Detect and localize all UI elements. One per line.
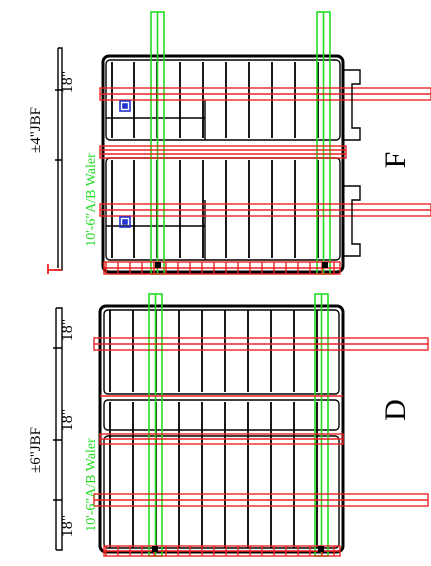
panel-d-dimension-label-3: 18" [59,515,76,538]
panel-f-walers [150,11,331,275]
panel-f-frame [101,54,345,274]
panel-f-title: F [379,152,412,169]
panel-d-frame [98,304,345,554]
panel-f-dimension-red [47,264,62,274]
panel-d-dimension-label-2: 18" [59,409,76,432]
panel-f-waler-label: 10'-6"A/B Waler [84,153,99,247]
panel-d-dimension-label-1: 18" [59,319,76,342]
panel-f-jbf-label: ±4"JBF [28,107,44,153]
panel-f-strips [111,62,319,258]
panel-d-waler-label: 10'-6"A/B Waler [84,438,99,532]
panel-d-braces [93,337,429,557]
panel-d-jbf-label: ±6"JBF [28,427,44,473]
panel-d: 18" 18" 18" ±6"JBF 10'-6"A/B Waler D [28,293,429,557]
panel-d-cells [103,309,340,549]
panel-f-dimension-label: 18" [59,71,76,94]
panel-d-dimension [53,307,63,551]
panel-f-braces [99,87,431,275]
panel-f-detail-markers [119,100,131,228]
panel-f-brackets [343,69,361,257]
panel-f-anchors [155,262,328,268]
panel-d-anchors [152,546,324,552]
panel-f-cells [105,59,341,261]
panel-d-walers [148,293,329,557]
panel-d-title: D [379,399,412,421]
panel-f: 18" ±4"JBF 10'-6"A/B Waler F [28,11,431,275]
panel-d-strips [109,310,318,548]
